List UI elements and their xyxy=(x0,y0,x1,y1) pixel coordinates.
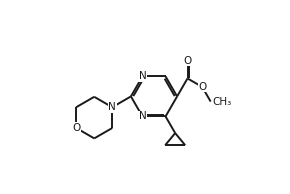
Text: O: O xyxy=(198,82,206,92)
Text: N: N xyxy=(139,111,146,121)
Text: N: N xyxy=(108,102,116,112)
Text: O: O xyxy=(72,123,80,133)
Text: O: O xyxy=(183,56,192,66)
Text: CH₃: CH₃ xyxy=(212,97,231,107)
Text: N: N xyxy=(139,71,146,81)
